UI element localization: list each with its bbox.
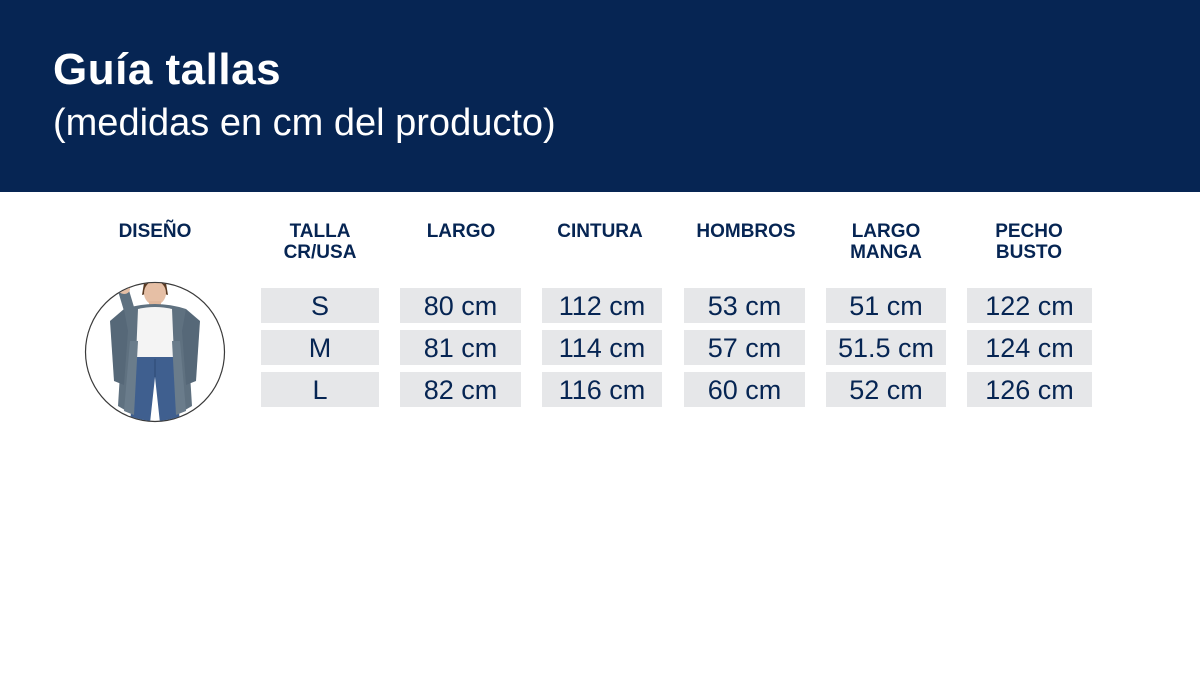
design-image bbox=[84, 281, 226, 423]
cell-l-hombros: 60 cm bbox=[684, 372, 805, 407]
cell-s-cintura: 112 cm bbox=[542, 288, 662, 323]
column-header-diseno: DISEÑO bbox=[118, 221, 192, 242]
cell-m-talla: M bbox=[261, 330, 379, 365]
cell-m-pecho-busto: 124 cm bbox=[967, 330, 1092, 365]
cell-s-hombros: 53 cm bbox=[684, 288, 805, 323]
column-header-talla: TALLA CR/USA bbox=[283, 221, 357, 263]
column-header-cintura: CINTURA bbox=[557, 221, 643, 242]
header-banner: Guía tallas (medidas en cm del producto) bbox=[0, 0, 1200, 192]
page-subtitle: (medidas en cm del producto) bbox=[53, 102, 556, 144]
column-header-largo-manga: LARGO MANGA bbox=[850, 221, 922, 263]
cell-l-pecho-busto: 126 cm bbox=[967, 372, 1092, 407]
cell-m-cintura: 114 cm bbox=[542, 330, 662, 365]
cell-l-largo: 82 cm bbox=[400, 372, 521, 407]
cardigan-model-icon bbox=[84, 281, 226, 423]
cell-l-talla: L bbox=[261, 372, 379, 407]
cell-m-hombros: 57 cm bbox=[684, 330, 805, 365]
cell-m-largo: 81 cm bbox=[400, 330, 521, 365]
page-title: Guía tallas bbox=[53, 45, 282, 94]
cell-s-talla: S bbox=[261, 288, 379, 323]
cell-l-largo-manga: 52 cm bbox=[826, 372, 946, 407]
column-header-pecho-busto: PECHO BUSTO bbox=[995, 221, 1063, 263]
column-header-hombros: HOMBROS bbox=[696, 221, 796, 242]
cell-s-largo: 80 cm bbox=[400, 288, 521, 323]
cell-l-cintura: 116 cm bbox=[542, 372, 662, 407]
cell-m-largo-manga: 51.5 cm bbox=[826, 330, 946, 365]
cell-s-pecho-busto: 122 cm bbox=[967, 288, 1092, 323]
column-header-largo: LARGO bbox=[426, 221, 496, 242]
cell-s-largo-manga: 51 cm bbox=[826, 288, 946, 323]
